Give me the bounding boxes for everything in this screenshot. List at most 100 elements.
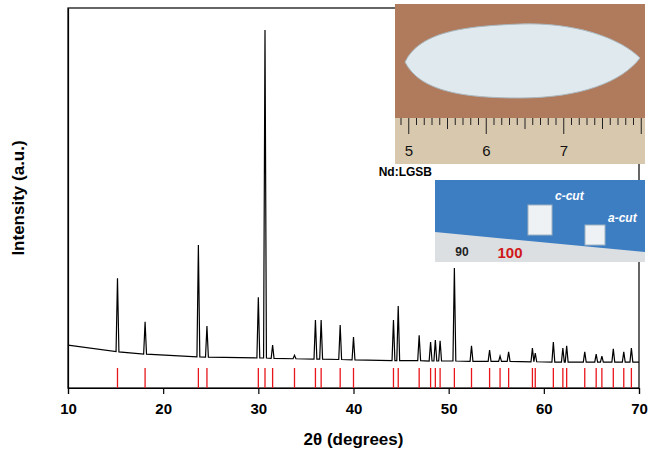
reference-stick [489,368,490,388]
x-tick: 30 [250,388,267,417]
x-tick-label: 30 [250,400,267,417]
y-axis-title: Intensity (a.u.) [9,140,28,255]
ruler [435,232,645,262]
reference-stick [596,368,597,388]
ruler-tick [470,118,471,125]
ruler-tick [563,118,564,134]
reference-stick [454,368,455,388]
reference-stick [584,368,585,388]
crystal [405,24,640,98]
x-tick-label: 10 [60,400,77,417]
x-axis: 10 20 30 40 50 60 70 [60,388,648,417]
y-axis-line [68,9,69,389]
reference-stick [508,368,509,388]
sample-label: Nd:LGSB [379,165,433,179]
x-tick-mark [68,388,69,394]
reference-stick [499,368,500,388]
y-axis [68,9,69,389]
ruler-tick [517,118,518,125]
reference-stick [393,368,394,388]
ruler-tick [494,118,495,125]
reference-stick [320,368,321,388]
reference-stick [601,368,602,388]
ruler-tick [540,118,541,125]
ruler-number: 6 [482,142,490,159]
ruler-tick [424,118,425,125]
x-tick-mark [163,388,164,394]
reference-stick [532,368,533,388]
x-tick: 60 [536,388,553,417]
photo-background [435,180,645,262]
x-tick-mark [544,388,545,394]
reference-stick [623,368,624,388]
reference-stick [631,368,632,388]
ruler-tick [463,118,464,125]
reference-stick [398,368,399,388]
ruler-number: 5 [405,142,413,159]
ruler-tick [532,118,533,125]
x-tick: 50 [441,388,458,417]
ruler-tick [579,118,580,125]
c-cut-sample [528,205,552,235]
reference-stick [419,368,420,388]
x-axis-title: 2θ (degrees) [304,430,404,449]
x-tick-mark [353,388,354,394]
reference-sticks [117,368,631,388]
photo-text: 100 [497,244,522,261]
ruler-tick [587,118,588,125]
a-cut-sample [585,225,605,245]
reference-stick [117,368,118,388]
ruler-tick [432,118,433,125]
reference-stick [206,368,207,388]
chart: 10 20 30 40 50 60 70 2θ (degrees) Intensity (a.u… [0,0,654,457]
reference-stick [198,368,199,388]
reference-stick [264,368,265,388]
reference-stick [294,368,295,388]
ruler-tick [594,118,595,125]
x-tick-mark [449,388,450,394]
photo-text: a-cut [608,211,638,225]
photo-text: c-cut [555,189,585,203]
x-tick-label: 70 [631,400,648,417]
x-tick-mark [258,388,259,394]
reference-stick [353,368,354,388]
x-tick: 10 [60,388,77,417]
photo-background [395,4,645,164]
insets: 5 6 7 [395,4,645,262]
ruler-tick [618,118,619,125]
reference-stick [258,368,259,388]
x-tick-label: 60 [536,400,553,417]
ruler-tick [525,118,526,129]
ruler-tick [633,118,634,125]
x-tick-label: 20 [155,400,172,417]
reference-stick [471,368,472,388]
ruler-tick [625,118,626,125]
reference-stick [562,368,563,388]
reference-stick [435,368,436,388]
reference-stick [144,368,145,388]
ruler-tick [501,118,502,125]
sample-photo [435,180,645,262]
x-tick: 40 [346,388,363,417]
ruler-tick [416,118,417,125]
ruler-tick [641,118,642,134]
ruler-tick [602,118,603,129]
ruler-tick [447,118,448,129]
ruler-tick [439,118,440,125]
reference-stick [439,368,440,388]
reference-stick [566,368,567,388]
x-tick: 70 [631,388,648,417]
ruler [395,118,645,164]
ruler-number: 7 [560,142,568,159]
ruler-tick [556,118,557,125]
reference-stick [613,368,614,388]
reference-stick [272,368,273,388]
ruler-tick [610,118,611,125]
ruler-tick [571,118,572,125]
x-tick-label: 40 [346,400,363,417]
photo-text: 90 [455,245,469,259]
ruler-tick [548,118,549,125]
x-tick: 20 [155,388,172,417]
ruler-tick [455,118,456,125]
reference-stick [340,368,341,388]
